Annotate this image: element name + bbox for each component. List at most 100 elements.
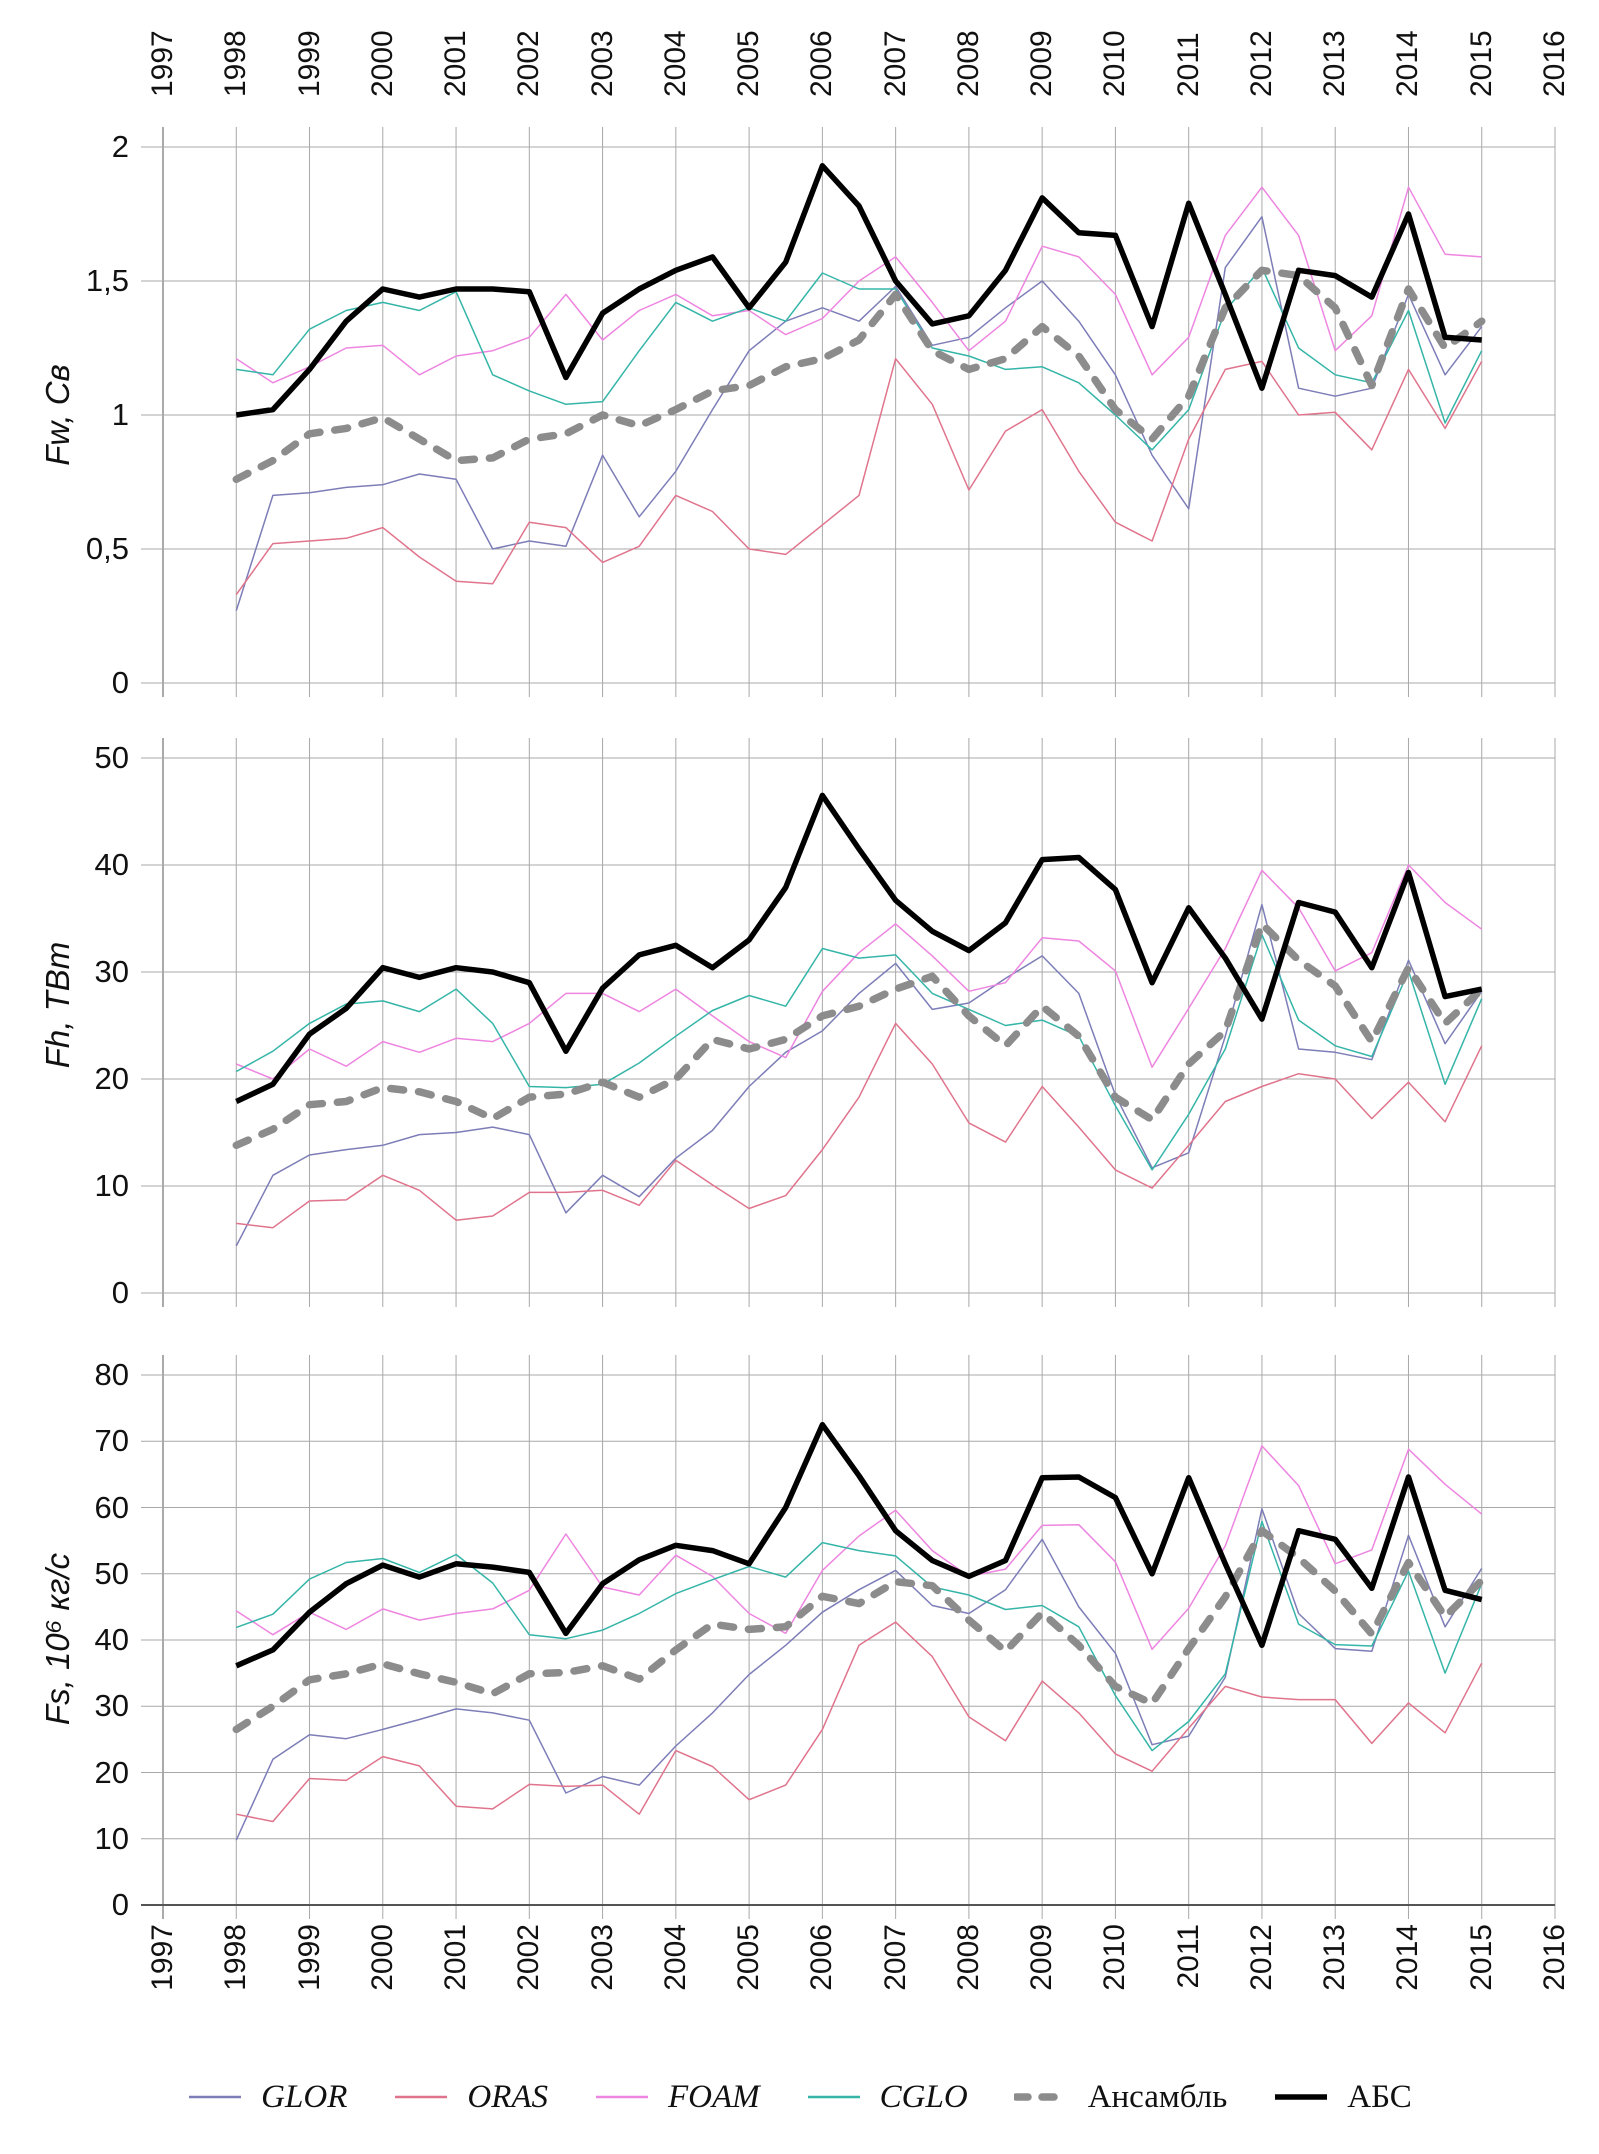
x-axis-year-label-2003: 2003 bbox=[585, 30, 619, 97]
y-tick-label-Fh-10: 10 bbox=[94, 1168, 129, 1203]
x-axis-year-label-1999: 1999 bbox=[292, 30, 326, 97]
y-tick-label-Fh-0: 0 bbox=[111, 1275, 129, 1310]
x-axis-year-label-2007: 2007 bbox=[878, 1924, 912, 1991]
x-axis-year-label-1998: 1998 bbox=[219, 30, 253, 97]
x-axis-year-label-2013: 2013 bbox=[1318, 30, 1352, 97]
legend-label: АБС bbox=[1347, 2078, 1412, 2115]
series-line-FOAM bbox=[235, 186, 1482, 384]
series-line-АБС bbox=[235, 792, 1483, 1104]
legend-item-ORAS: ORAS bbox=[393, 2079, 548, 2116]
series-line-GLOR bbox=[235, 1508, 1483, 1841]
plot-area bbox=[141, 1355, 1556, 1919]
x-axis-year-label-2006: 2006 bbox=[805, 1924, 839, 1991]
chart-panel-fs bbox=[141, 1355, 1556, 1919]
series-line-Ансамбль bbox=[232, 1526, 1486, 1734]
x-axis-year-label-2000: 2000 bbox=[365, 1924, 399, 1991]
legend-line-sample-icon bbox=[1013, 2093, 1070, 2101]
y-tick-label-Fs-40: 40 bbox=[94, 1622, 129, 1657]
legend-item-CGLO: CGLO bbox=[806, 2079, 968, 2116]
series-line-АБС bbox=[235, 1421, 1483, 1669]
legend-line-sample-icon bbox=[596, 2095, 649, 2099]
x-axis-year-label-2008: 2008 bbox=[951, 30, 985, 97]
x-axis-year-label-2009: 2009 bbox=[1025, 30, 1059, 97]
y-tick-label-Fs-80: 80 bbox=[94, 1357, 129, 1392]
y-tick-label-Fs-30: 30 bbox=[94, 1688, 129, 1724]
series-line-CGLO bbox=[235, 933, 1483, 1171]
x-axis-year-label-2001: 2001 bbox=[439, 30, 473, 97]
legend-line-sample-icon bbox=[189, 2095, 242, 2099]
x-axis-year-label-2016: 2016 bbox=[1538, 1924, 1571, 1991]
legend-label: FOAM bbox=[668, 2078, 760, 2115]
legend-item-Ансамбль: Ансамбль bbox=[1013, 2079, 1227, 2116]
legend-line-sample-icon bbox=[807, 2095, 860, 2099]
x-axis-year-label-2010: 2010 bbox=[1098, 1924, 1132, 1991]
legend-label: GLOR bbox=[261, 2078, 348, 2115]
series-line-FOAM bbox=[236, 864, 1483, 1080]
y-tick-label-Fw-1,5: 1,5 bbox=[85, 263, 129, 298]
y-tick-label-Fs-0: 0 bbox=[111, 1887, 129, 1922]
x-axis-year-label-2002: 2002 bbox=[512, 1924, 546, 1991]
x-axis-year-label-2002: 2002 bbox=[512, 30, 546, 97]
y-tick-label-Fw-0: 0 bbox=[111, 665, 129, 700]
x-axis-year-label-2014: 2014 bbox=[1391, 30, 1425, 97]
legend-item-АБС: АБС bbox=[1273, 2079, 1412, 2116]
x-axis-year-label-2000: 2000 bbox=[365, 30, 399, 97]
series-line-АБС bbox=[235, 163, 1482, 418]
x-axis-year-label-1997: 1997 bbox=[146, 1924, 179, 1991]
x-axis-year-label-2009: 2009 bbox=[1025, 1924, 1059, 1991]
chart-panel-fw bbox=[141, 127, 1556, 697]
x-axis-year-label-2007: 2007 bbox=[878, 30, 912, 97]
series-line-CGLO bbox=[236, 266, 1483, 451]
series-line-GLOR bbox=[235, 903, 1483, 1247]
legend-item-FOAM: FOAM bbox=[594, 2079, 760, 2116]
x-axis-year-label-1997: 1997 bbox=[146, 30, 179, 97]
x-axis-year-label-2011: 2011 bbox=[1171, 1924, 1205, 1989]
y-tick-label-Fh-20: 20 bbox=[94, 1061, 129, 1096]
y-tick-label-Fs-10: 10 bbox=[94, 1820, 129, 1856]
x-axis-year-label-2016: 2016 bbox=[1538, 30, 1571, 97]
y-axis-separator: , bbox=[39, 1011, 76, 1030]
plot-area bbox=[141, 738, 1556, 1307]
x-axis-year-label-2005: 2005 bbox=[732, 1924, 766, 1991]
y-tick-label-Fw-0,5: 0,5 bbox=[85, 531, 129, 566]
y-tick-label-Fs-20: 20 bbox=[94, 1754, 129, 1790]
x-axis-year-label-2015: 2015 bbox=[1464, 30, 1498, 97]
legend-label: CGLO bbox=[879, 2078, 968, 2115]
x-axis-year-label-2010: 2010 bbox=[1098, 30, 1132, 97]
x-axis-year-label-1999: 1999 bbox=[292, 1924, 326, 1991]
x-axis-year-label-2012: 2012 bbox=[1244, 30, 1278, 97]
series-line-GLOR bbox=[235, 215, 1483, 611]
series-line-ORAS bbox=[236, 1621, 1483, 1823]
legend-item-GLOR: GLOR bbox=[187, 2079, 347, 2116]
x-axis-year-label-2003: 2003 bbox=[585, 1924, 619, 1991]
x-axis-year-label-2011: 2011 bbox=[1171, 32, 1205, 97]
chart-panel-fh bbox=[141, 738, 1556, 1307]
y-tick-label-Fh-50: 50 bbox=[94, 740, 129, 775]
x-axis-year-label-2008: 2008 bbox=[951, 1924, 985, 1991]
x-axis-year-label-2012: 2012 bbox=[1244, 1924, 1278, 1991]
x-axis-year-label-2004: 2004 bbox=[658, 1924, 692, 1991]
x-axis-year-label-2014: 2014 bbox=[1391, 1924, 1425, 1991]
y-tick-label-Fs-50: 50 bbox=[94, 1555, 129, 1591]
x-axis-year-label-2013: 2013 bbox=[1318, 1924, 1352, 1991]
y-tick-label-Fh-40: 40 bbox=[94, 847, 129, 882]
legend-line-sample-icon bbox=[1275, 2094, 1328, 2100]
legend: GLOR ORAS FOAM CGLO Ансамбль АБС bbox=[0, 2062, 1599, 2132]
x-axis-year-label-2006: 2006 bbox=[805, 30, 839, 97]
series-line-ORAS bbox=[236, 1022, 1483, 1229]
x-axis-year-label-2005: 2005 bbox=[732, 30, 766, 97]
legend-line-sample-icon bbox=[395, 2095, 448, 2099]
y-tick-label-Fs-60: 60 bbox=[94, 1489, 129, 1525]
y-axis-title-fh: Fh, ТВт bbox=[39, 835, 77, 1175]
y-axis-separator: , bbox=[39, 1670, 76, 1689]
series-line-Ансамбль bbox=[232, 266, 1486, 484]
y-tick-label-Fw-1: 1 bbox=[111, 397, 129, 432]
series-line-FOAM bbox=[235, 1445, 1483, 1651]
y-tick-label-Fw-2: 2 bbox=[111, 129, 129, 164]
x-axis-year-label-1998: 1998 bbox=[219, 1924, 253, 1991]
plot-area bbox=[141, 127, 1556, 697]
x-axis-year-label-2001: 2001 bbox=[439, 1924, 473, 1991]
legend-label: ORAS bbox=[467, 2078, 549, 2115]
series-line-Ансамбль bbox=[232, 920, 1486, 1150]
